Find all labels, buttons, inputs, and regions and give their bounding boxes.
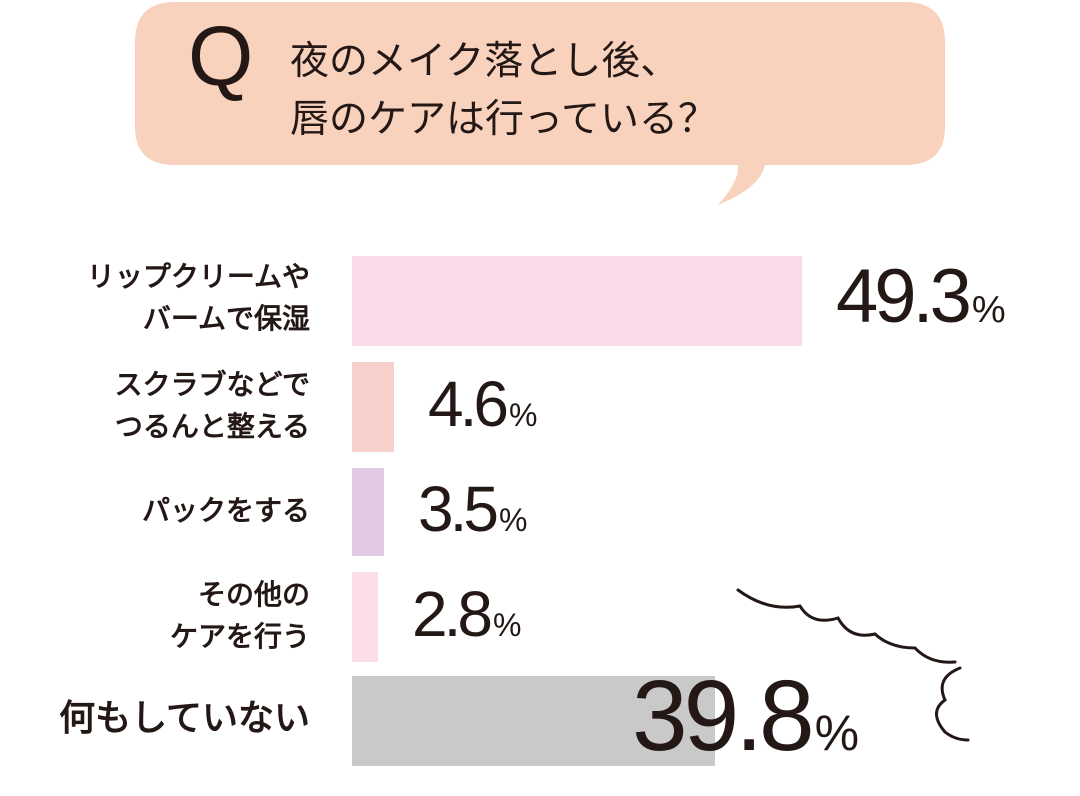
burst-wave-right (935, 666, 970, 742)
question-text-line-1: 夜のメイク落とし後、 (290, 39, 680, 84)
category-label-5: 何もしていない (59, 698, 310, 740)
value-number: 3.5 (418, 472, 499, 545)
value-unit: % (498, 501, 528, 538)
value-unit: % (971, 289, 1006, 332)
value-label-2: 4.6% (428, 372, 537, 436)
value-label-5: 39.8% (632, 666, 859, 766)
category-label-line: スクラブなどで (114, 368, 310, 401)
value-number: 39.8 (632, 660, 815, 772)
category-label-line: ケアを行う (169, 620, 310, 653)
question-bubble (135, 2, 945, 205)
category-label-2: スクラブなどで つるんと整える (115, 364, 310, 448)
value-label-3: 3.5% (418, 477, 527, 541)
value-unit: % (814, 705, 860, 761)
bar-1 (352, 256, 802, 346)
category-label-line: その他の (197, 578, 310, 611)
category-label-line: パックをする (141, 494, 310, 527)
bar-3 (352, 468, 384, 556)
bar-2 (352, 362, 394, 452)
category-label-line: つるんと整える (114, 410, 310, 443)
category-label-4: その他のケアを行う (170, 574, 310, 658)
value-label-1: 49.3% (836, 259, 1006, 335)
category-label-line: バームで保湿 (142, 302, 310, 335)
value-unit: % (492, 606, 522, 643)
bar-5 (352, 676, 715, 766)
value-label-4: 2.8% (412, 582, 521, 646)
category-label-1: リップクリームやバームで保湿 (87, 256, 310, 340)
speech-bubble-shape (135, 2, 945, 205)
value-number: 4.6 (428, 367, 509, 440)
question-mark-letter: Q (188, 9, 254, 103)
question-text-line-2: 唇のケアは行っている？ (290, 97, 718, 142)
bar-4 (352, 572, 378, 662)
value-number: 2.8 (412, 577, 493, 650)
category-label-line: 何もしていない (59, 698, 310, 739)
value-unit: % (508, 396, 538, 433)
burst-wave-top (736, 588, 957, 664)
category-label-line: リップクリームや (86, 260, 310, 293)
category-label-3: パックをする (142, 490, 310, 532)
value-number: 49.3 (836, 254, 972, 340)
